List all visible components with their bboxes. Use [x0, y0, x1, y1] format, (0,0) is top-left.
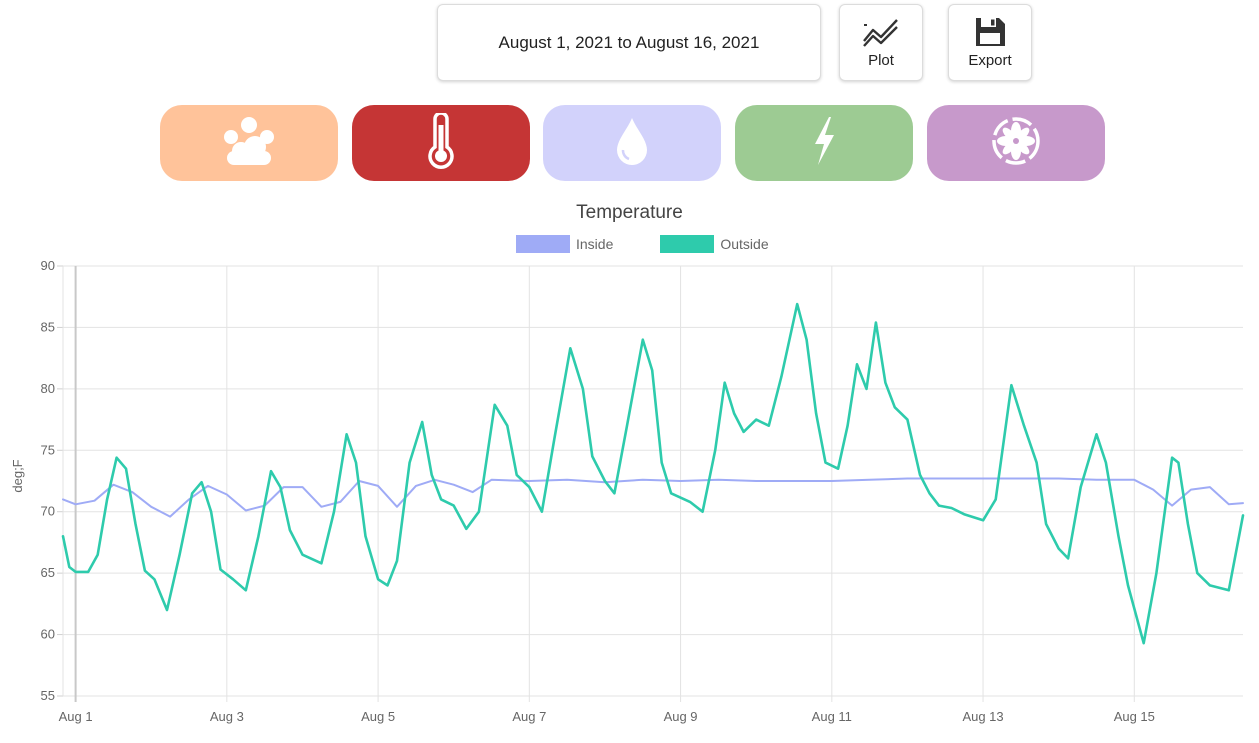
y-tick-label: 80: [41, 381, 55, 396]
fan-icon: [990, 115, 1042, 172]
legend-swatch-outside: [660, 235, 715, 253]
fan-category-button[interactable]: [927, 105, 1105, 181]
legend-label-inside: Inside: [576, 236, 614, 252]
series-line-inside: [62, 477, 1244, 518]
chart-title: Temperature: [576, 202, 683, 223]
y-tick-label: 65: [41, 565, 55, 580]
export-button[interactable]: Export: [948, 4, 1032, 81]
legend-item-inside[interactable]: Inside: [516, 235, 613, 253]
y-tick-label: 60: [41, 627, 55, 642]
water-drop-icon: [615, 116, 649, 171]
y-tick-label: 90: [41, 258, 55, 273]
cloud-sun-icon: [219, 115, 279, 172]
power-category-button[interactable]: [735, 105, 913, 181]
x-tick-label: Aug 3: [210, 709, 244, 724]
x-tick-label: Aug 7: [512, 709, 546, 724]
thermometer-icon: [425, 110, 457, 174]
x-tick-label: Aug 15: [1114, 709, 1155, 724]
x-tick-label: Aug 11: [812, 709, 852, 724]
chart-legend: Inside Outside: [516, 235, 816, 253]
legend-label-outside: Outside: [720, 236, 769, 252]
y-axis-label: deg;F: [10, 459, 25, 492]
weather-category-button[interactable]: [160, 105, 338, 181]
date-range-text: August 1, 2021 to August 16, 2021: [498, 32, 760, 52]
y-tick-label: 75: [41, 442, 55, 457]
legend-swatch-inside: [516, 235, 570, 253]
series-line-outside: [61, 302, 1245, 645]
plot-label: Plot: [868, 52, 894, 69]
plot-button[interactable]: Plot: [839, 4, 923, 81]
date-range-picker[interactable]: August 1, 2021 to August 16, 2021: [437, 4, 821, 81]
y-tick-label: 70: [41, 504, 55, 519]
x-tick-label: Aug 1: [59, 709, 93, 724]
legend-item-outside[interactable]: Outside: [660, 235, 769, 253]
y-tick-label: 85: [41, 319, 55, 334]
lightning-icon: [809, 115, 839, 172]
y-tick-label: 55: [41, 688, 55, 703]
export-label: Export: [968, 52, 1012, 69]
temperature-category-button[interactable]: [352, 105, 530, 181]
x-tick-label: Aug 13: [962, 709, 1003, 724]
line-chart-icon: [861, 16, 901, 48]
x-tick-label: Aug 5: [361, 709, 395, 724]
floppy-disk-icon: [973, 16, 1007, 48]
x-tick-label: Aug 9: [664, 709, 698, 724]
humidity-category-button[interactable]: [543, 105, 721, 181]
